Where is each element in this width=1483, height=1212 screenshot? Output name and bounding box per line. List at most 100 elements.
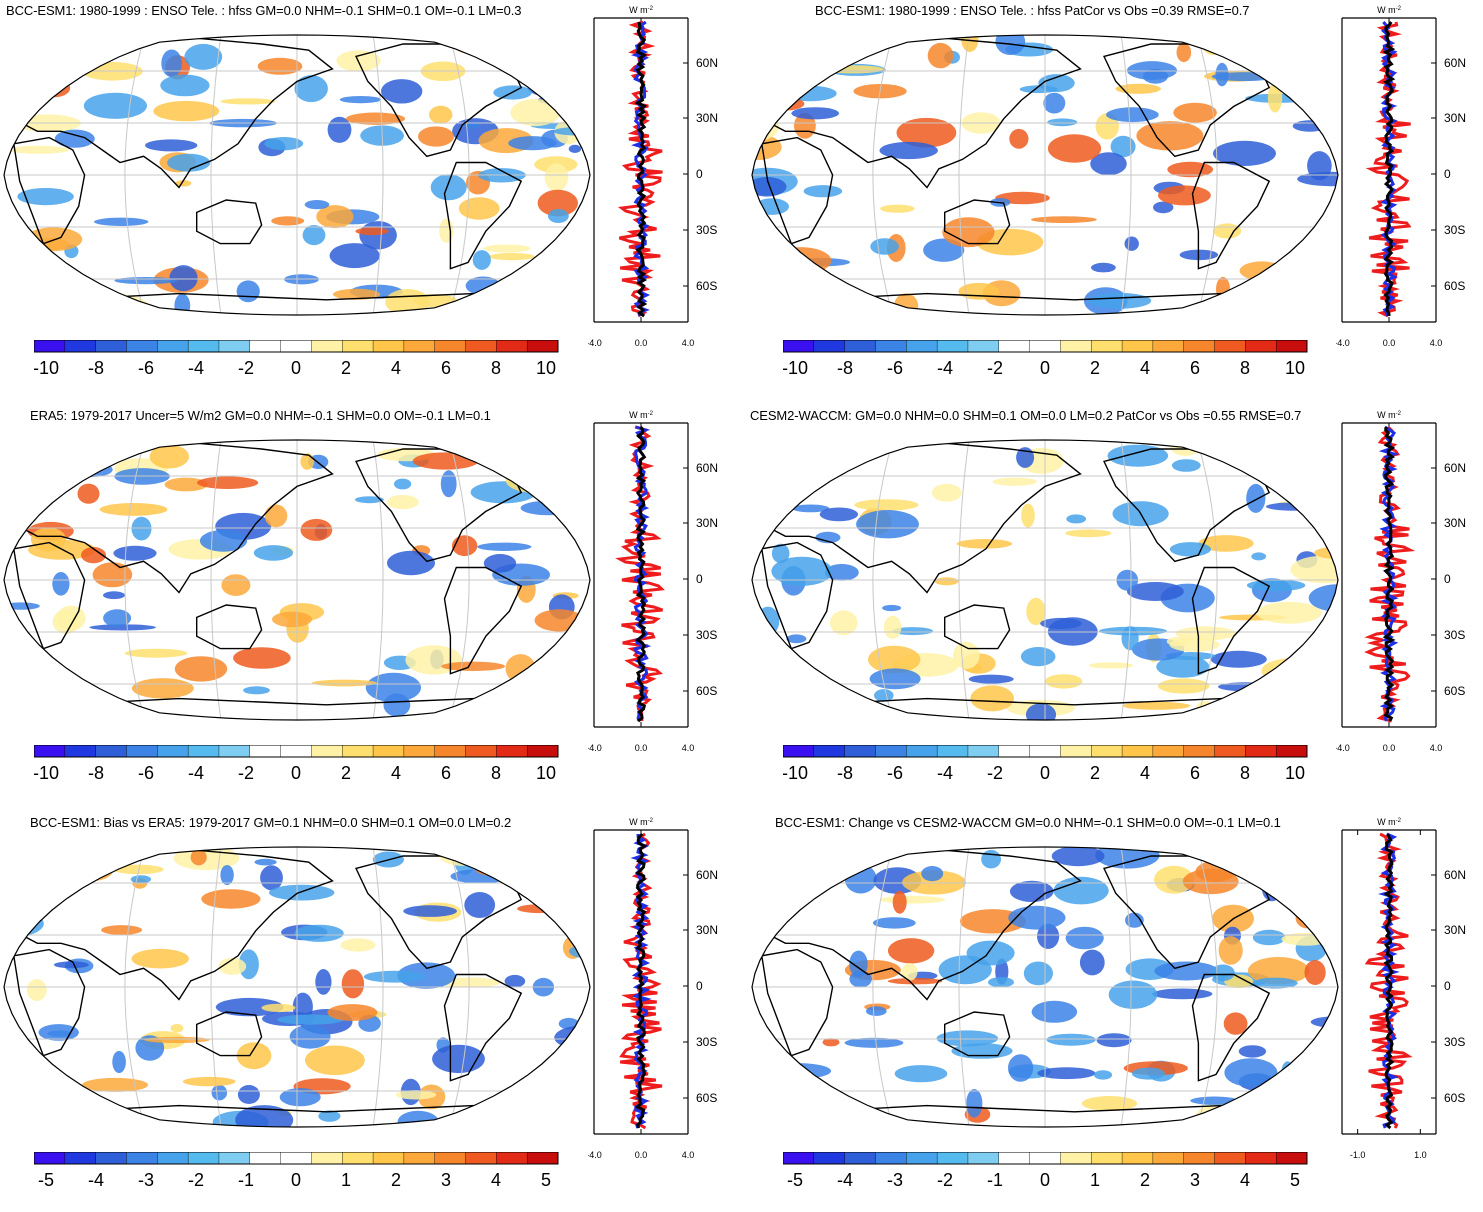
latitude-tick-label: 60N [1444, 868, 1466, 882]
latitude-tick-label: 60S [1444, 1091, 1465, 1105]
colorbar-tick-label: 2 [1140, 1170, 1150, 1190]
zonal-mean-plot: W m-2 60N 30N 0 30S 60S -4.0 0.0 4.0 [588, 5, 718, 348]
colorbar-tick-label: 4 [1140, 763, 1150, 783]
zonal-mean-curve [634, 21, 648, 318]
zonal-x-tick-label: 0.0 [635, 1150, 648, 1160]
colorbar-tick-label: 0 [291, 1170, 301, 1190]
colorbar-tick-label: -10 [34, 763, 59, 783]
colorbar-tick-label: 6 [1190, 763, 1200, 783]
colorbar-tick-label: 0 [1040, 763, 1050, 783]
colorbar-tick-label: -2 [937, 1170, 953, 1190]
colorbar-tick-label: 6 [441, 763, 451, 783]
colorbar: -10 -8 -6 -4 -2 0 2 4 6 8 10 [34, 745, 559, 783]
colorbar-tick-label: 3 [441, 1170, 451, 1190]
colorbar-tick-label: 8 [491, 763, 501, 783]
latitude-tick-label: 30N [696, 516, 718, 530]
units-label: W m-2 [629, 410, 653, 420]
colorbar-tick-label: -8 [837, 763, 853, 783]
zonal-mean-plot: W m-2 60N 30N 0 30S 60S -4.0 0.0 4.0 [1336, 5, 1466, 348]
zonal-x-tick-label: -1.0 [1350, 1150, 1366, 1160]
colorbar-tick-label: -4 [937, 763, 953, 783]
zonal-x-tick-label: 4.0 [682, 743, 695, 753]
zonal-x-tick-label: -4.0 [1336, 338, 1350, 348]
latitude-tick-label: 0 [696, 572, 703, 586]
zonal-mean-curve [1378, 425, 1399, 722]
latitude-tick-label: 60N [1444, 461, 1466, 475]
units-label: W m-2 [629, 5, 653, 15]
colorbar-tick-label: 0 [291, 358, 301, 378]
colorbar-tick-label: -8 [837, 358, 853, 378]
zonal-mean-plot: W m-2 60N 30N 0 30S 60S -1.0 1.0 [1341, 817, 1466, 1160]
latitude-tick-label: 60N [696, 56, 718, 70]
robinson-map [3, 439, 591, 721]
colorbar-tick-label: 4 [391, 763, 401, 783]
colorbar-tick-label: -10 [783, 358, 808, 378]
colorbar-tick-label: 10 [536, 358, 556, 378]
map-panel: CESM2-WACCM: GM=0.0 NHM=0.0 SHM=0.1 OM=0… [748, 405, 1483, 805]
robinson-map [3, 34, 591, 316]
colorbar-tick-label: 2 [1090, 358, 1100, 378]
colorbar-tick-label: 0 [1040, 1170, 1050, 1190]
latitude-tick-label: 0 [1444, 979, 1451, 993]
colorbar: -5 -4 -3 -2 -1 0 1 2 3 4 5 [34, 1152, 559, 1190]
zonal-x-tick-label: 4.0 [1430, 338, 1443, 348]
zonal-mean-curve [635, 832, 648, 1129]
colorbar-tick-label: 1 [341, 1170, 351, 1190]
colorbar-tick-label: 2 [391, 1170, 401, 1190]
zonal-mean-plot: W m-2 60N 30N 0 30S 60S -4.0 0.0 4.0 [588, 817, 718, 1160]
colorbar-tick-label: 2 [1090, 763, 1100, 783]
latitude-tick-label: 60S [696, 279, 717, 293]
units-label: W m-2 [1377, 817, 1401, 827]
panel-title: BCC-ESM1: Change vs CESM2-WACCM GM=0.0 N… [775, 815, 1281, 830]
latitude-tick-label: 30N [1444, 111, 1466, 125]
zonal-mean-plot: W m-2 60N 30N 0 30S 60S -4.0 0.0 4.0 [1336, 410, 1466, 753]
colorbar-tick-label: 0 [1040, 358, 1050, 378]
zonal-x-tick-label: -4.0 [588, 1150, 602, 1160]
latitude-tick-label: 30N [1444, 516, 1466, 530]
units-label: W m-2 [1377, 410, 1401, 420]
colorbar-tick-label: -4 [837, 1170, 853, 1190]
zonal-mean-curve [1364, 425, 1416, 723]
zonal-x-tick-label: -4.0 [588, 743, 602, 753]
latitude-tick-label: 60N [696, 461, 718, 475]
latitude-tick-label: 60S [1444, 279, 1465, 293]
colorbar-tick-label: 5 [541, 1170, 551, 1190]
latitude-tick-label: 30S [696, 628, 717, 642]
colorbar-tick-label: 1 [1090, 1170, 1100, 1190]
colorbar-tick-label: 4 [1140, 358, 1150, 378]
colorbar-tick-label: 8 [491, 358, 501, 378]
colorbar-tick-label: -10 [783, 763, 808, 783]
colorbar-tick-label: 6 [441, 358, 451, 378]
panel-title: BCC-ESM1: 1980-1999 : ENSO Tele. : hfss … [815, 3, 1250, 18]
latitude-tick-label: 30S [696, 223, 717, 237]
zonal-x-tick-label: 1.0 [1414, 1150, 1427, 1160]
colorbar-tick-label: -8 [88, 358, 104, 378]
map-panel: BCC-ESM1: 1980-1999 : ENSO Tele. : hfss … [0, 0, 735, 400]
colorbar-tick-label: -1 [987, 1170, 1003, 1190]
zonal-x-tick-label: 0.0 [1383, 743, 1396, 753]
colorbar-tick-label: -8 [88, 763, 104, 783]
latitude-tick-label: 0 [1444, 167, 1451, 181]
colorbar-tick-label: -5 [38, 1170, 54, 1190]
latitude-tick-label: 60N [696, 868, 718, 882]
zonal-x-tick-label: 0.0 [1383, 338, 1396, 348]
colorbar: -10 -8 -6 -4 -2 0 2 4 6 8 10 [783, 745, 1308, 783]
robinson-map [751, 439, 1339, 721]
robinson-map [751, 846, 1339, 1128]
latitude-tick-label: 0 [696, 167, 703, 181]
colorbar: -5 -4 -3 -2 -1 0 1 2 3 4 5 [783, 1152, 1308, 1190]
panel-title: ERA5: 1979-2017 Uncer=5 W/m2 GM=0.0 NHM=… [30, 408, 491, 423]
latitude-tick-label: 30S [1444, 628, 1465, 642]
zonal-x-tick-label: -4.0 [588, 338, 602, 348]
zonal-mean-curve [1382, 21, 1396, 317]
latitude-tick-label: 60S [696, 1091, 717, 1105]
latitude-tick-label: 60S [1444, 684, 1465, 698]
colorbar-tick-label: 3 [1190, 1170, 1200, 1190]
latitude-tick-label: 30N [696, 923, 718, 937]
colorbar-tick-label: -2 [987, 763, 1003, 783]
colorbar-tick-label: -6 [138, 358, 154, 378]
colorbar-tick-label: 10 [536, 763, 556, 783]
latitude-tick-label: 60N [1444, 56, 1466, 70]
colorbar-tick-label: -4 [88, 1170, 104, 1190]
colorbar-tick-label: -4 [188, 358, 204, 378]
